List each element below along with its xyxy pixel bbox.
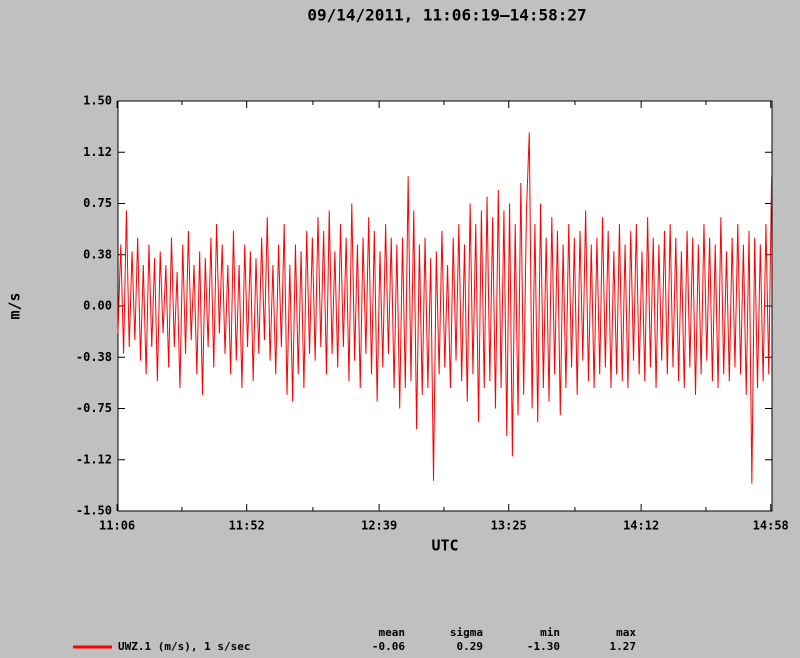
x-tick-label: 14:12 [623, 519, 659, 533]
stat-value: 1.27 [610, 640, 637, 653]
y-tick-label: -0.75 [76, 401, 112, 415]
stat-value: 0.29 [457, 640, 484, 653]
y-tick-label: -0.38 [76, 350, 112, 364]
x-tick-label: 12:39 [361, 519, 397, 533]
stat-header: mean [379, 626, 406, 639]
y-tick-label: 1.50 [83, 94, 112, 108]
y-tick-label: 1.12 [83, 145, 112, 159]
x-tick-label: 14:58 [753, 519, 789, 533]
y-tick-label: -1.50 [76, 504, 112, 518]
legend-label: UWZ.1 (m/s), 1 s/sec [118, 640, 250, 653]
stat-header: max [616, 626, 636, 639]
stat-header: sigma [450, 626, 483, 639]
y-axis-label: m/s [6, 292, 24, 319]
chart-title: 09/14/2011, 11:06:19–14:58:27 [307, 6, 586, 25]
x-tick-label: 13:25 [491, 519, 527, 533]
stat-value: -1.30 [527, 640, 560, 653]
y-tick-label: 0.00 [83, 299, 112, 313]
stat-value: -0.06 [372, 640, 405, 653]
stat-header: min [540, 626, 560, 639]
data-line [117, 132, 773, 484]
y-tick-label: -1.12 [76, 452, 112, 466]
y-tick-label: 0.75 [83, 196, 112, 210]
x-tick-label: 11:06 [99, 519, 135, 533]
y-tick-label: 0.38 [83, 247, 112, 261]
x-axis-label: UTC [431, 537, 458, 555]
x-tick-label: 11:52 [229, 519, 265, 533]
